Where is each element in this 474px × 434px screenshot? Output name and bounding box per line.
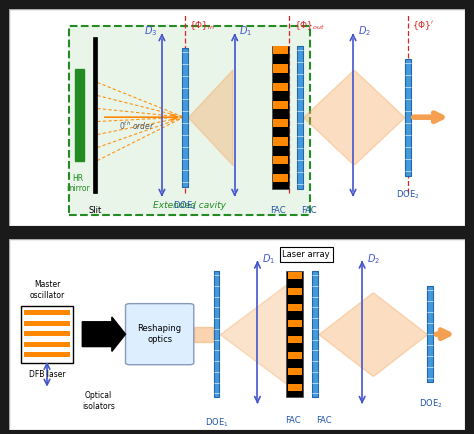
Bar: [297, 46, 303, 189]
Text: $D_2$: $D_2$: [357, 24, 371, 38]
Bar: [25, 321, 70, 326]
Text: FAC: FAC: [317, 416, 332, 425]
Bar: [75, 69, 83, 161]
Text: $\mathrm{DOE}_1$: $\mathrm{DOE}_1$: [205, 416, 228, 429]
Text: $D_1$: $D_1$: [262, 252, 275, 266]
Bar: [273, 174, 288, 182]
Text: HR
mirror: HR mirror: [66, 174, 90, 193]
Text: $\mathrm{DOE}_2$: $\mathrm{DOE}_2$: [419, 397, 442, 410]
Bar: [272, 46, 289, 189]
Text: Master
oscillator: Master oscillator: [29, 280, 64, 300]
Bar: [405, 59, 410, 176]
Text: Extended cavity: Extended cavity: [153, 201, 226, 210]
Bar: [25, 352, 70, 358]
Bar: [93, 37, 97, 193]
Bar: [25, 342, 70, 347]
Text: $\mathrm{DOE}_2$: $\mathrm{DOE}_2$: [396, 189, 419, 201]
Bar: [25, 310, 70, 316]
Bar: [288, 352, 302, 359]
Bar: [273, 156, 288, 164]
Bar: [21, 306, 73, 363]
Text: $\{\Phi\}'$: $\{\Phi\}'$: [412, 20, 435, 32]
Bar: [214, 271, 219, 397]
Text: FAC: FAC: [270, 206, 286, 215]
Text: Laser array: Laser array: [283, 250, 330, 259]
Text: $\mathrm{DOE}_1$: $\mathrm{DOE}_1$: [173, 200, 196, 212]
Bar: [312, 271, 318, 397]
Text: $D_2$: $D_2$: [367, 252, 380, 266]
Bar: [288, 304, 302, 311]
Text: $0^{th}$ order: $0^{th}$ order: [119, 120, 155, 132]
Text: FAC: FAC: [301, 206, 317, 215]
Bar: [273, 46, 288, 54]
Bar: [288, 336, 302, 343]
Bar: [273, 101, 288, 109]
Bar: [286, 271, 303, 397]
Bar: [288, 368, 302, 375]
Text: $D_1$: $D_1$: [239, 24, 252, 38]
Bar: [288, 288, 302, 295]
Bar: [288, 272, 302, 279]
Text: Optical
isolators: Optical isolators: [82, 391, 115, 411]
Bar: [273, 64, 288, 72]
Bar: [288, 384, 302, 391]
Text: $D_3$: $D_3$: [144, 24, 157, 38]
Text: Reshaping
optics: Reshaping optics: [137, 325, 182, 344]
Bar: [428, 286, 433, 382]
FancyBboxPatch shape: [126, 304, 194, 365]
Text: $\{\Phi\}_{out}$: $\{\Phi\}_{out}$: [294, 20, 325, 32]
Bar: [273, 82, 288, 91]
Text: Slit: Slit: [89, 206, 101, 215]
Bar: [69, 26, 310, 215]
Bar: [288, 320, 302, 327]
Bar: [25, 331, 70, 336]
Bar: [273, 138, 288, 146]
Text: FAC: FAC: [285, 416, 301, 425]
Text: $\{\Phi\}_{in}$: $\{\Phi\}_{in}$: [189, 20, 215, 32]
Bar: [182, 48, 188, 187]
Bar: [273, 119, 288, 128]
Text: DFB laser: DFB laser: [29, 371, 65, 379]
FancyArrow shape: [82, 317, 126, 352]
